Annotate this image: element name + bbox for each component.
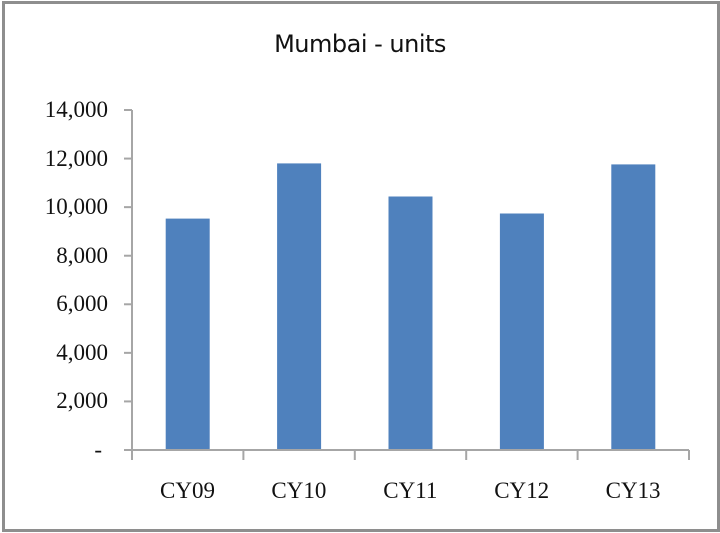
bar-cy13 (611, 164, 656, 450)
bar-cy12 (499, 213, 544, 450)
y-tick-label: 4,000 (56, 339, 108, 365)
bar-cy09 (165, 218, 210, 450)
x-tick-label: CY09 (160, 478, 215, 503)
y-tick-label: 12,000 (44, 145, 108, 171)
y-tick-label: 2,000 (56, 388, 108, 414)
bar-series (165, 163, 656, 450)
y-tick-label: 8,000 (56, 242, 108, 268)
bar-cy10 (277, 163, 322, 450)
axes (124, 109, 690, 460)
x-tick-label: CY13 (605, 478, 661, 503)
y-tick-label: 10,000 (44, 194, 108, 220)
y-tick-label: 6,000 (56, 291, 108, 317)
x-tick-label: CY10 (271, 478, 327, 503)
chart-title: Mumbai - units (274, 30, 446, 58)
bar-cy11 (388, 196, 433, 450)
x-tick-label: CY12 (494, 478, 550, 503)
y-tick-label: - (94, 437, 102, 462)
x-tick-label: CY11 (383, 478, 438, 503)
y-tick-label: 14,000 (44, 97, 108, 122)
